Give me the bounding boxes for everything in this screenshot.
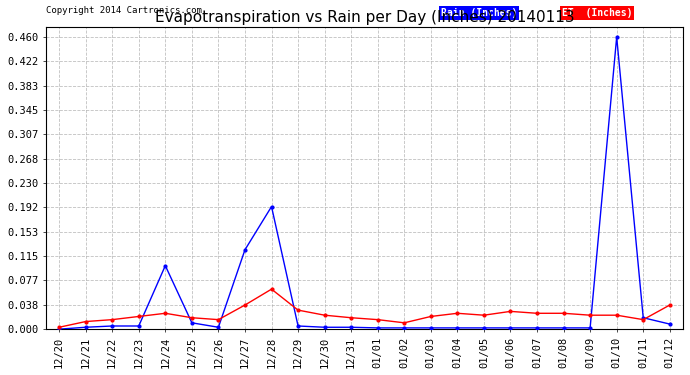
Text: Rain (Inches): Rain (Inches) [441, 8, 518, 18]
Text: ET  (Inches): ET (Inches) [562, 9, 633, 18]
Title: Evapotranspiration vs Rain per Day (Inches) 20140113: Evapotranspiration vs Rain per Day (Inch… [155, 10, 574, 25]
Text: Copyright 2014 Cartronics.com: Copyright 2014 Cartronics.com [46, 6, 201, 15]
